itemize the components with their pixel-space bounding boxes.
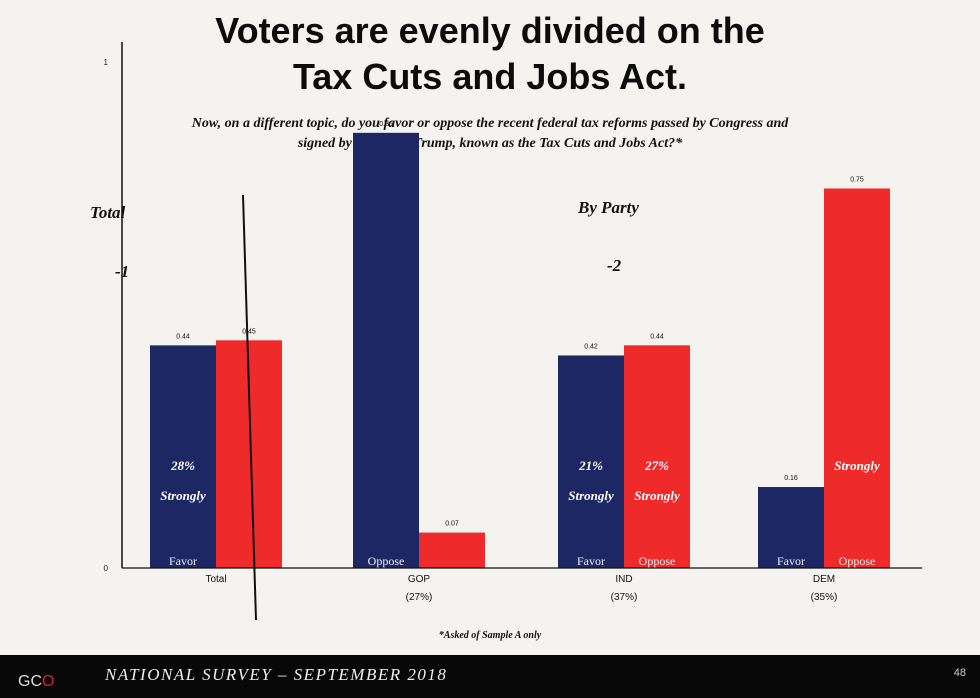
category-label-gop: GOP <box>408 574 431 585</box>
section-marker-2: -2 <box>607 256 622 275</box>
in-bar-base-2: Favor <box>577 554 605 568</box>
in-bar-text-3-0: 27% <box>644 458 669 473</box>
category-sublabel-gop: (27%) <box>406 592 433 603</box>
title-line-1: Voters are evenly divided on the <box>215 10 765 51</box>
in-bar-text-2-1: Strongly <box>568 488 614 503</box>
title-line-2: Tax Cuts and Jobs Act. <box>292 56 688 97</box>
chart-title: Voters are evenly divided on the Tax Cut… <box>0 8 980 100</box>
page-number: 48 <box>953 667 966 679</box>
y-tick-label-1: 1 <box>104 58 109 67</box>
section-label-party: By Party <box>578 198 639 217</box>
category-sublabel-ind: (37%) <box>611 592 638 603</box>
footer-bar: GCO NATIONAL SURVEY – SEPTEMBER 2018 48 <box>0 655 980 698</box>
in-bar-text-0-1: Strongly <box>160 488 206 503</box>
company-logo: GCO <box>18 673 54 691</box>
bar-ind-series-1 <box>624 345 690 568</box>
in-bar-base-1: Oppose <box>368 554 405 568</box>
value-label-total-series-0: 0.44 <box>176 333 190 340</box>
category-label-total: Total <box>205 574 226 585</box>
in-bar-text-3-1: Strongly <box>634 488 680 503</box>
value-label-dem-series-0: 0.16 <box>784 475 798 482</box>
bars-layer <box>150 132 890 568</box>
value-label-ind-series-1: 0.44 <box>650 333 664 340</box>
divider-line <box>242 194 257 621</box>
value-label-total-series-1: 0.45 <box>242 328 256 335</box>
y-tick-label-0: 0 <box>104 564 109 573</box>
axis-layer: 01 <box>104 42 922 621</box>
question-line-1: Now, on a different topic, do you favor … <box>191 116 789 131</box>
bar-dem-series-0 <box>758 487 824 568</box>
in-bar-base-4: Favor <box>777 554 805 568</box>
in-bar-base-5: Oppose <box>839 554 876 568</box>
bar-total-series-0 <box>150 345 216 568</box>
in-bar-text-5-0: Strongly <box>834 458 880 473</box>
in-bar-text-0-0: 28% <box>170 458 195 473</box>
category-label-ind: IND <box>615 574 632 585</box>
category-sublabel-dem: (35%) <box>811 592 838 603</box>
in-bar-base-3: Oppose <box>639 554 676 568</box>
section-label-total: Total <box>90 203 126 222</box>
sample-note: *Asked of Sample A only <box>438 630 542 641</box>
logo-accent: O <box>42 673 55 690</box>
in-bar-base-0: Favor <box>169 554 197 568</box>
value-label-ind-series-0: 0.42 <box>584 343 598 350</box>
logo-main: GC <box>18 673 42 690</box>
category-label-dem: DEM <box>813 574 835 585</box>
in-bar-text-2-0: 21% <box>578 458 603 473</box>
value-label-gop-series-1: 0.07 <box>445 521 459 528</box>
bar-gop-series-0 <box>353 132 419 568</box>
footer-survey-title: NATIONAL SURVEY – SEPTEMBER 2018 <box>105 665 448 684</box>
bar-dem-series-1 <box>824 188 890 568</box>
value-label-dem-series-1: 0.75 <box>850 177 864 184</box>
labels-layer: 0.44 0.45 Total 0.86 0.07 GOP (27%) 0.42 0.44 IND… <box>160 121 880 603</box>
bar-gop-series-1 <box>419 532 485 568</box>
bar-ind-series-0 <box>558 355 624 568</box>
value-label-gop-series-0: 0.86 <box>379 121 393 128</box>
